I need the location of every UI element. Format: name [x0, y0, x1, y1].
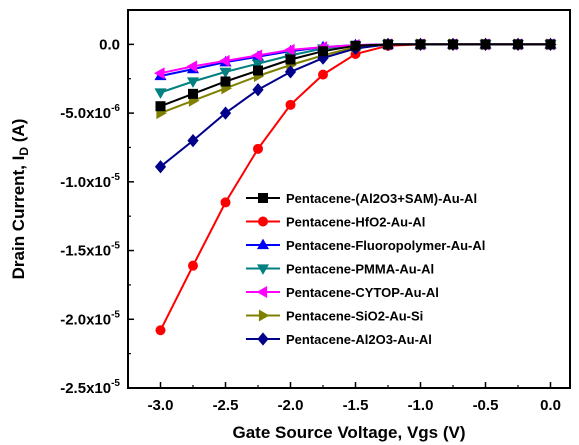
data-point — [258, 193, 268, 203]
data-point — [258, 216, 268, 227]
legend-item: Pentacene-CYTOP-Au-Al — [246, 285, 439, 300]
data-point — [415, 39, 426, 50]
data-point — [256, 238, 270, 250]
y-tick-label: 0.0 — [99, 36, 120, 53]
data-point — [253, 143, 263, 154]
legend-item: Pentacene-SiO2-Au-Si — [246, 309, 423, 324]
data-point — [186, 60, 198, 73]
data-point — [256, 264, 270, 275]
x-tick-label: -3.0 — [148, 397, 174, 414]
data-point — [480, 39, 491, 50]
data-point — [253, 65, 263, 76]
legend-item: Pentacene-Al2O3-Au-Al — [246, 332, 432, 347]
y-tick-label: -1.5x10-5 — [60, 241, 120, 260]
y-tick-label: -2.0x10-5 — [60, 309, 120, 328]
data-point — [188, 260, 198, 271]
data-point — [154, 160, 167, 174]
data-point — [513, 39, 523, 50]
y-tick-label: -2.5x10-5 — [60, 378, 120, 397]
data-point — [219, 67, 232, 79]
legend-label: Pentacene-Fluoropolymer-Au-Al — [286, 238, 485, 253]
data-point — [256, 285, 268, 299]
y-tick-label: -5.0x10-6 — [60, 103, 120, 122]
data-point — [220, 76, 231, 87]
legend-item: Pentacene-(Al2O3+SAM)-Au-Al — [246, 191, 477, 206]
data-point — [285, 54, 296, 65]
data-point — [186, 77, 200, 88]
y-axis-title: Drain Current, ID (A) — [9, 119, 31, 280]
legend-label: Pentacene-(Al2O3+SAM)-Au-Al — [286, 191, 477, 206]
data-point — [252, 83, 264, 97]
data-point — [258, 309, 270, 322]
data-point — [448, 39, 458, 50]
data-point — [187, 133, 199, 148]
legend: Pentacene-(Al2O3+SAM)-Au-Al Pentacene-HfO… — [246, 191, 485, 347]
data-point — [219, 54, 230, 67]
legend-label: Pentacene-SiO2-Au-Si — [286, 309, 423, 324]
data-point — [350, 40, 361, 51]
plot-frame — [127, 9, 571, 389]
legend-label: Pentacene-Al2O3-Au-Al — [286, 332, 432, 347]
series-0 — [155, 39, 556, 112]
legend-item: Pentacene-Fluoropolymer-Au-Al — [246, 238, 485, 253]
x-tick-label: -1.0 — [408, 397, 434, 414]
x-tick-label: -1.5 — [343, 397, 369, 414]
x-axis-title: Gate Source Voltage, Vgs (V) — [232, 423, 465, 442]
legend-label: Pentacene-PMMA-Au-Al — [286, 262, 434, 277]
y-axis-ticks: 0.0 -5.0x10-6 -1.0x10-5 -1.5x10-5 -2.0x10-5 -… — [60, 36, 134, 397]
data-point — [318, 69, 328, 80]
data-point — [251, 49, 263, 62]
data-point — [545, 39, 556, 50]
data-point — [154, 88, 167, 99]
legend-label: Pentacene-CYTOP-Au-Al — [286, 285, 439, 300]
legend-item: Pentacene-PMMA-Au-Al — [246, 262, 434, 277]
data-point — [155, 101, 166, 112]
data-point — [257, 332, 269, 346]
data-point — [318, 46, 328, 57]
data-point — [154, 67, 165, 80]
x-tick-label: -0.5 — [473, 397, 499, 414]
data-point — [251, 59, 265, 71]
data-point — [285, 99, 296, 110]
x-tick-label: -2.5 — [213, 397, 239, 414]
data-point — [284, 43, 295, 56]
x-axis-ticks: -3.0 -2.5 -2.0 -1.5 -1.0 -0.5 0.0 — [148, 382, 561, 414]
data-point — [284, 65, 297, 79]
x-tick-label: 0.0 — [540, 397, 561, 414]
series-layer — [154, 37, 557, 336]
data-point — [188, 88, 198, 99]
legend-label: Pentacene-HfO2-Au-Al — [286, 215, 425, 230]
data-point — [383, 39, 393, 50]
data-point — [220, 197, 231, 208]
y-tick-label: -1.0x10-5 — [60, 172, 120, 191]
data-point — [219, 106, 232, 120]
legend-item: Pentacene-HfO2-Au-Al — [246, 215, 425, 230]
data-point — [155, 325, 166, 336]
x-tick-label: -2.0 — [278, 397, 304, 414]
